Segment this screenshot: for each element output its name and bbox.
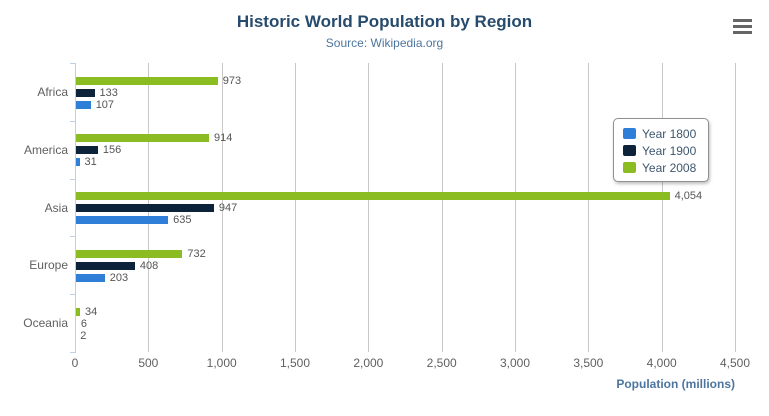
data-label: 133 (99, 86, 118, 99)
plot-area: 973 133 107 914 156 31 4,054 947 635 732 408 203 34 6… (75, 63, 736, 352)
legend-swatch-icon (623, 128, 636, 139)
x-tick-label: 3,500 (573, 356, 604, 370)
data-label: 6 (80, 317, 87, 330)
bar-year-1900-america[interactable] (75, 146, 98, 155)
category-axis-tick (70, 236, 75, 238)
x-tick-label: 4,500 (719, 356, 751, 370)
data-label: 107 (95, 98, 115, 111)
category-label-america: America (23, 142, 68, 157)
data-label: 635 (173, 214, 192, 227)
category-label-asia: Asia (44, 200, 68, 215)
bar-year-1900-africa[interactable] (75, 88, 95, 97)
chart-subtitle: Source: Wikipedia.org (325, 36, 444, 50)
bar-year-2008-oceania[interactable] (75, 307, 80, 316)
data-label: 947 (218, 202, 238, 215)
gridline (295, 63, 296, 352)
x-tick-label: 500 (138, 356, 159, 370)
data-label: 914 (214, 132, 233, 145)
data-label: 34 (84, 305, 98, 318)
legend-label: Year 1800 (642, 126, 697, 141)
data-label: 732 (187, 247, 206, 260)
x-tick-label: 1,000 (206, 356, 237, 370)
data-label: 4,054 (674, 190, 703, 203)
legend: Year 1800 Year 1900 Year 2008 (613, 118, 710, 182)
export-menu-button[interactable] (729, 16, 755, 40)
bar-year-1900-asia[interactable] (75, 204, 214, 213)
category-axis-line (75, 63, 76, 353)
x-tick-label: 0 (71, 356, 79, 370)
x-tick-label: 1,500 (279, 356, 311, 370)
x-tick-label: 2,000 (353, 356, 384, 370)
category-axis-tick (70, 63, 75, 64)
legend-label: Year 2008 (642, 160, 697, 175)
x-tick-label: 3,000 (499, 356, 531, 370)
gridline (441, 63, 443, 352)
chart-title: Historic World Population by Region (236, 12, 533, 31)
legend-swatch-icon (623, 162, 636, 173)
legend-item-year-2008[interactable]: Year 2008 (623, 160, 696, 175)
bar-year-2008-europe[interactable] (75, 249, 183, 258)
gridline (515, 63, 516, 352)
data-label: 156 (102, 144, 122, 157)
legend-swatch-icon (623, 145, 636, 156)
gridline (221, 63, 223, 352)
data-label: 2 (80, 329, 87, 342)
data-label: 203 (109, 271, 129, 284)
gridline (368, 63, 370, 352)
data-label: 408 (139, 259, 159, 272)
bar-year-1800-asia[interactable] (75, 216, 169, 225)
x-tick-label: 2,500 (426, 356, 457, 370)
category-axis-tick (70, 294, 75, 296)
hamburger-icon (731, 19, 753, 34)
category-axis-tick (70, 352, 75, 353)
bar-year-2008-america[interactable] (75, 134, 210, 143)
bar-year-2008-asia[interactable] (75, 192, 670, 201)
legend-label: Year 1900 (642, 143, 697, 158)
x-axis-title: Population (millions) (616, 377, 735, 391)
gridline (735, 63, 736, 352)
bar-year-1800-europe[interactable] (75, 273, 105, 282)
legend-item-year-1900[interactable]: Year 1900 (623, 143, 696, 158)
bar-year-1900-europe[interactable] (75, 261, 135, 270)
x-tick-label: 4,000 (646, 356, 677, 370)
data-label: 973 (222, 74, 242, 87)
category-label-oceania: Oceania (23, 316, 68, 331)
legend-item-year-1800[interactable]: Year 1800 (623, 126, 696, 141)
gridline (588, 63, 590, 352)
category-label-africa: Africa (37, 84, 68, 99)
category-label-europe: Europe (29, 258, 68, 273)
data-label: 31 (84, 156, 97, 169)
category-axis-tick (70, 178, 75, 180)
category-axis-tick (70, 120, 75, 122)
bar-year-1800-america[interactable] (75, 158, 80, 167)
gridline (661, 63, 663, 352)
bar-year-1800-africa[interactable] (75, 100, 91, 109)
bar-year-2008-africa[interactable] (75, 76, 218, 85)
